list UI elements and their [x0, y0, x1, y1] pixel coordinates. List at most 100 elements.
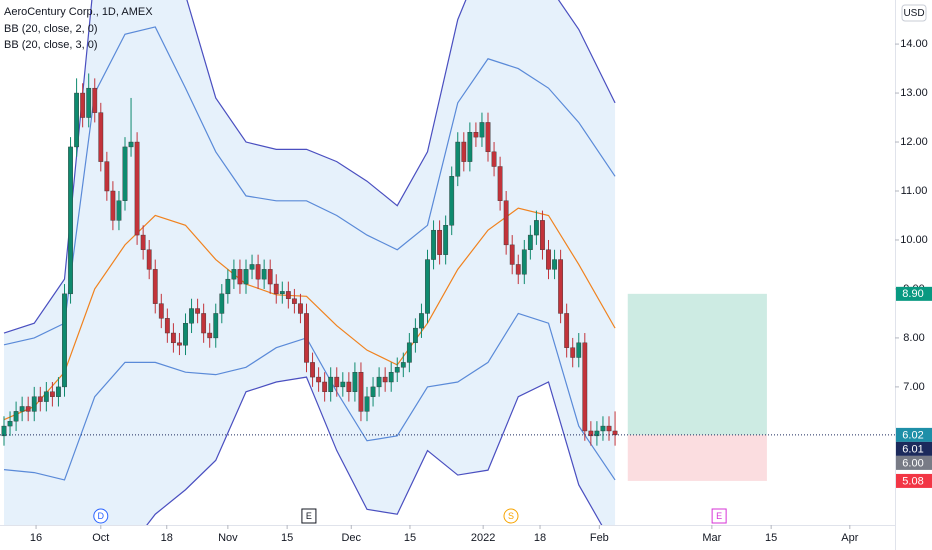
candle-body [19, 406, 25, 412]
event-marker [301, 508, 317, 524]
event-marker [711, 508, 727, 524]
candle-body [7, 420, 13, 427]
candle-body [279, 291, 285, 295]
candle-body [485, 122, 491, 153]
price-badge [896, 286, 932, 301]
candle-body [600, 425, 606, 432]
candle-body [370, 386, 376, 397]
candle-body [177, 342, 182, 346]
candle-body [207, 332, 213, 339]
candle-body [243, 269, 249, 285]
x-tick-label: 2022 [471, 532, 495, 544]
candle-body [237, 269, 243, 285]
candle-body [515, 264, 521, 275]
currency[interactable]: USD [903, 8, 924, 19]
candle-body [134, 141, 140, 236]
candle-body [298, 303, 303, 314]
candle-body [122, 146, 128, 201]
candle-body [25, 406, 31, 412]
band-fill [3, 0, 616, 525]
candle-body [497, 166, 503, 201]
candle-body [509, 244, 515, 265]
candle-body [110, 190, 116, 221]
candle-body [152, 269, 158, 304]
candle-body [527, 234, 533, 250]
candle-body [552, 259, 557, 270]
candle-body [340, 381, 346, 388]
candle-body [231, 269, 237, 280]
bb2-upper [3, 26, 616, 346]
x-tick-label: Mar [702, 532, 721, 544]
candle-body [352, 372, 358, 392]
candle-body [261, 269, 267, 280]
currency-box[interactable] [901, 4, 927, 22]
candle-body [576, 342, 582, 358]
candle-body [491, 151, 497, 167]
candle-body [273, 283, 279, 295]
candle-body [13, 411, 19, 422]
price-badge-label: 6.01 [902, 443, 923, 455]
bb3-upper [3, 0, 616, 334]
candle-body [164, 318, 170, 334]
candle-body [479, 122, 485, 138]
y-tick-label: 14.00 [900, 38, 928, 50]
y-tick-label: 8.00 [903, 332, 924, 344]
candle-body [431, 229, 436, 260]
candle-body [558, 259, 564, 314]
event-label: E [306, 511, 312, 521]
y-tick-label: 11.00 [901, 185, 928, 197]
candle-body [388, 372, 394, 383]
price-badge [896, 441, 932, 456]
candle-body [195, 308, 200, 314]
candle-body [316, 376, 322, 383]
candle-body [31, 396, 37, 412]
x-tick-label: 16 [30, 532, 42, 544]
candle-body [582, 342, 588, 432]
candle-body [449, 176, 455, 226]
event-label: S [508, 511, 514, 521]
candle-body [406, 342, 412, 363]
event-label: D [98, 511, 105, 521]
x-tick-label: Feb [590, 532, 609, 544]
candle-body [49, 391, 55, 397]
candle-body [43, 391, 49, 402]
candle-body [213, 313, 219, 339]
candle-body [358, 372, 364, 412]
candle-body [437, 229, 443, 255]
y-tick-label: 13.00 [900, 87, 928, 99]
candle-body [98, 112, 104, 162]
plot-area [0, 0, 895, 525]
candle-body [612, 430, 618, 436]
candle-body [322, 381, 328, 392]
price-badge-label: 6.00 [902, 457, 923, 469]
price-badge-label: 5.08 [902, 475, 923, 487]
candle-body [334, 376, 340, 388]
x-tick-label: 15 [765, 532, 777, 544]
candle-body [467, 132, 473, 162]
candle-body [255, 264, 261, 280]
candle-body [267, 269, 273, 285]
candle-body [455, 141, 461, 177]
x-tick-label: Dec [341, 532, 361, 544]
event-label: E [716, 511, 722, 521]
candle-body [56, 386, 61, 397]
event-marker [93, 508, 109, 524]
candle-body [419, 313, 424, 329]
candle-body [364, 396, 370, 412]
axes: 7.008.009.0010.0011.0012.0013.0014.0016O… [30, 38, 932, 544]
candle-body [74, 92, 79, 148]
candle-body [170, 332, 176, 344]
x-tick-label: Nov [218, 532, 238, 544]
bb3-lower [146, 376, 603, 525]
candle-body [413, 327, 418, 344]
legend-entry: BB (20, close, 2, 0) [4, 23, 98, 35]
candle-body [225, 278, 231, 295]
candle-body [588, 430, 594, 437]
x-tick-label: Apr [841, 532, 858, 544]
candle-body [594, 430, 600, 437]
candle-body [310, 362, 315, 378]
x-tick-label: 15 [281, 532, 293, 544]
candle-body [400, 362, 406, 368]
